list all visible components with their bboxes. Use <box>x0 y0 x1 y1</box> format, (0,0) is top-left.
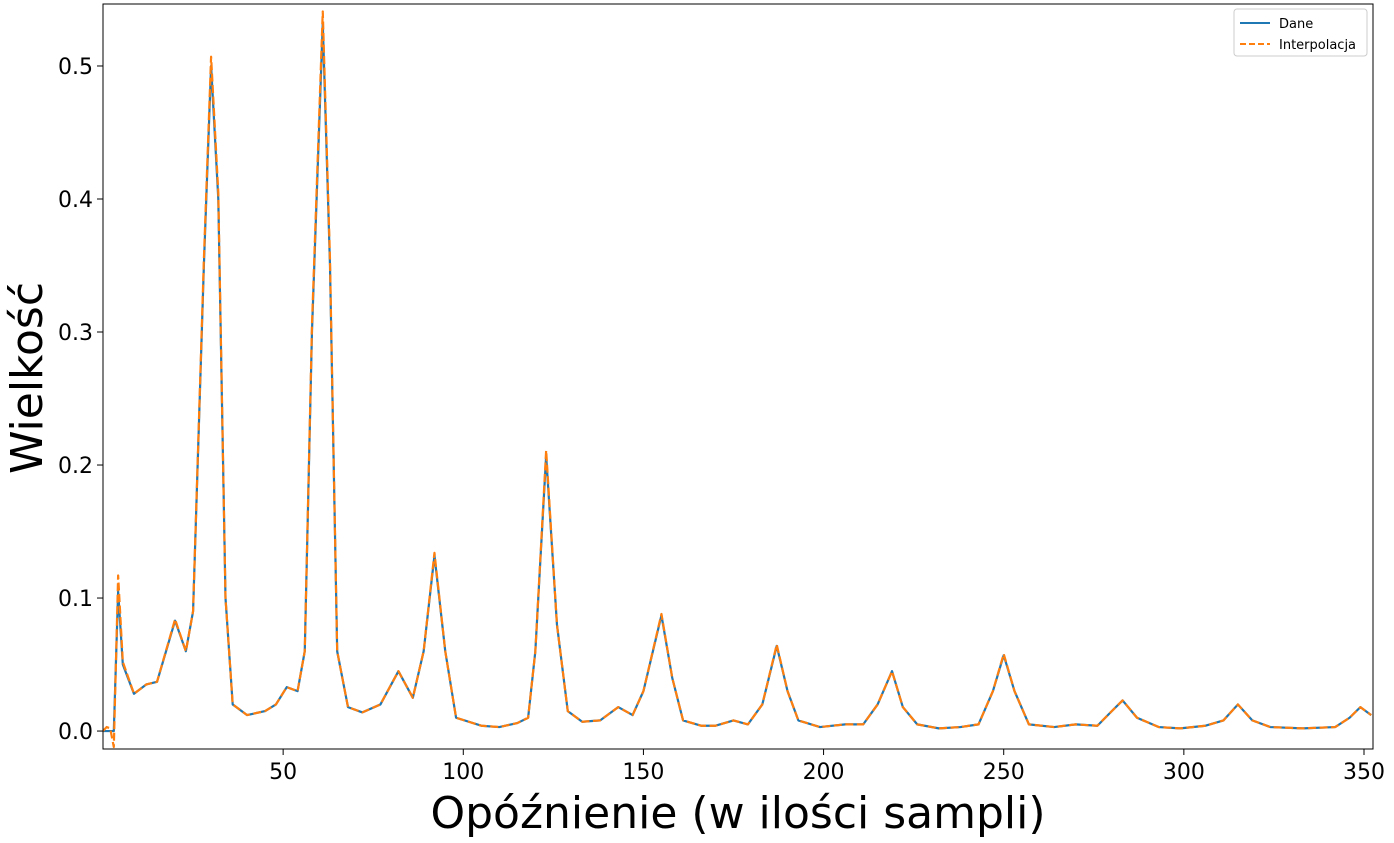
x-tick-label: 100 <box>442 760 484 785</box>
y-tick-label: 0.1 <box>58 587 93 612</box>
y-tick-label: 0.3 <box>58 321 93 346</box>
y-tick-label: 0.4 <box>58 188 93 213</box>
y-tick-label: 0.0 <box>58 720 93 745</box>
x-tick-label: 350 <box>1343 760 1385 785</box>
plot-frame <box>102 3 1374 750</box>
x-tick-label: 300 <box>1163 760 1205 785</box>
legend-label: Interpolacja <box>1279 38 1356 53</box>
x-axis-label: Opóźnienie (w ilości sampli) <box>430 788 1045 839</box>
legend: Dane Interpolacja <box>1233 8 1368 57</box>
y-axis-label: Wielkość <box>2 282 53 474</box>
y-tick-label: 0.2 <box>58 454 93 479</box>
series-line <box>103 10 1372 749</box>
x-tick-label: 200 <box>803 760 845 785</box>
x-tick-label: 150 <box>622 760 664 785</box>
x-tick-label: 250 <box>983 760 1025 785</box>
x-tick-label: 50 <box>269 760 297 785</box>
y-tick-label: 0.5 <box>58 55 93 80</box>
series-line <box>103 22 1372 733</box>
legend-label: Dane <box>1279 17 1313 32</box>
